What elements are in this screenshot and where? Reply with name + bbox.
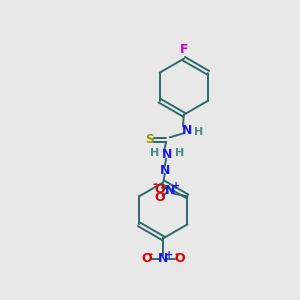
Text: N: N (162, 148, 172, 161)
Text: O: O (154, 191, 165, 204)
Text: N: N (182, 124, 192, 137)
Text: O: O (154, 182, 165, 196)
Text: +: + (165, 250, 173, 260)
Text: -: - (175, 248, 180, 261)
Text: H: H (194, 127, 203, 137)
Text: N: N (158, 252, 168, 266)
Text: -: - (152, 178, 158, 191)
Text: O: O (142, 252, 152, 266)
Text: N: N (165, 184, 175, 197)
Text: N: N (160, 164, 170, 176)
Text: -: - (147, 248, 153, 261)
Text: O: O (174, 252, 185, 266)
Text: H: H (150, 148, 159, 158)
Text: +: + (172, 181, 180, 191)
Text: F: F (180, 44, 188, 56)
Text: H: H (175, 148, 184, 158)
Text: S: S (146, 133, 154, 146)
